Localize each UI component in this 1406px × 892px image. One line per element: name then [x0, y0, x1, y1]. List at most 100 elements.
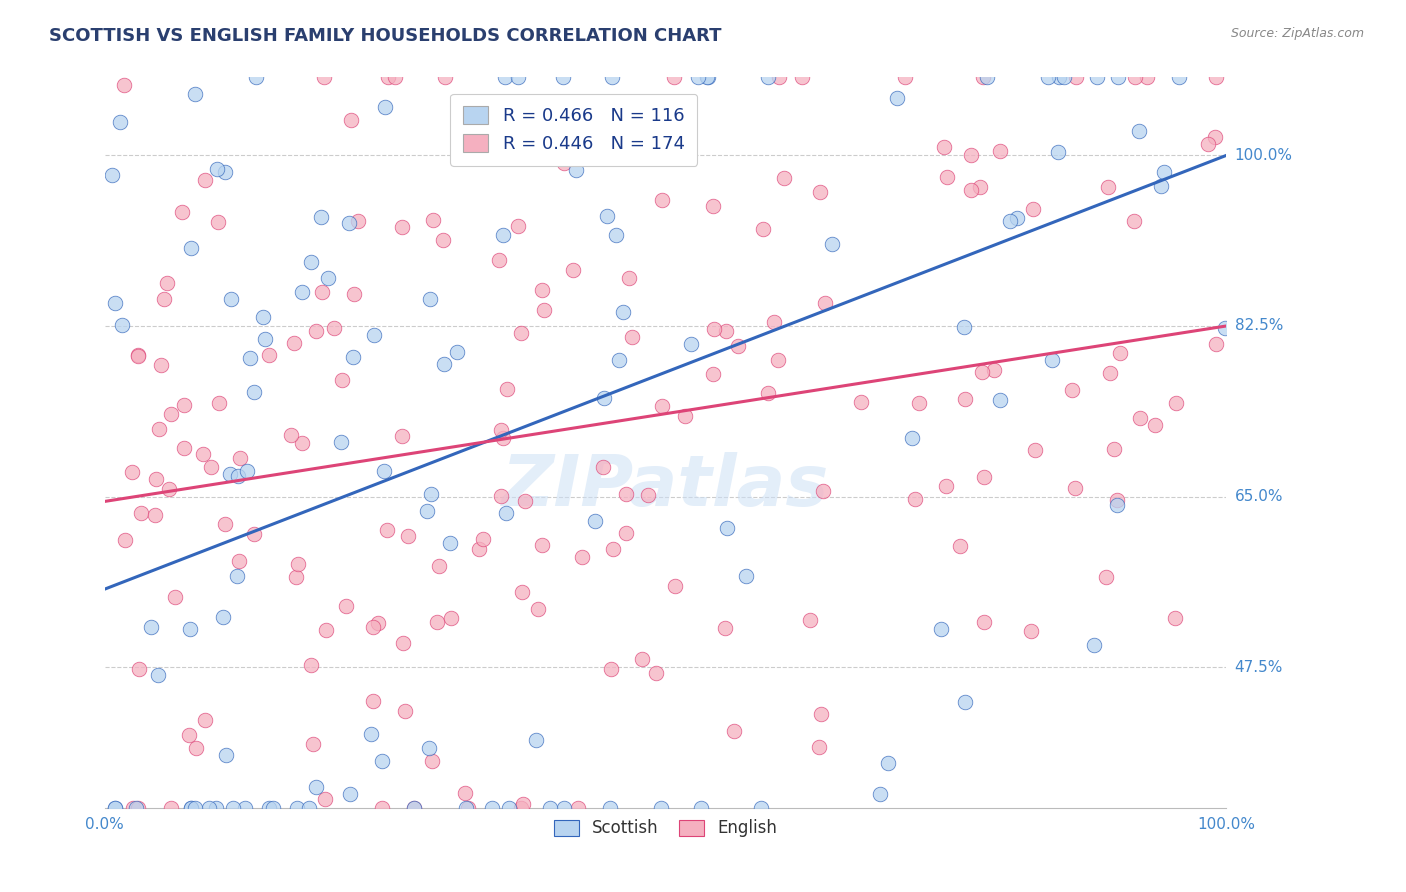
Point [149, 358, 172, 372]
Point [492, 431, 515, 445]
Point [1123, 70, 1146, 85]
Point [205, 161, 228, 176]
Point [821, 236, 844, 251]
Point [970, 365, 993, 379]
Point [1099, 367, 1122, 381]
Point [599, 801, 621, 815]
Point [481, 801, 503, 815]
Point [662, 70, 685, 85]
Point [468, 542, 491, 557]
Point [492, 228, 515, 243]
Point [330, 435, 353, 450]
Point [145, 472, 167, 486]
Point [1094, 570, 1116, 584]
Point [561, 263, 583, 277]
Point [1064, 70, 1087, 85]
Point [766, 352, 789, 367]
Point [1166, 396, 1188, 410]
Point [311, 211, 333, 225]
Point [287, 558, 309, 572]
Point [976, 70, 998, 85]
Point [422, 213, 444, 227]
Point [638, 145, 661, 159]
Point [696, 70, 718, 85]
Point [127, 349, 149, 363]
Point [420, 754, 443, 768]
Point [538, 801, 561, 815]
Point [433, 357, 456, 371]
Point [1136, 70, 1159, 85]
Point [614, 487, 637, 501]
Point [960, 183, 983, 197]
Point [972, 70, 994, 85]
Point [427, 558, 450, 573]
Point [229, 450, 252, 465]
Point [702, 367, 724, 381]
Point [1205, 336, 1227, 351]
Point [969, 179, 991, 194]
Point [661, 103, 683, 118]
Point [290, 285, 312, 299]
Point [284, 570, 307, 584]
Point [173, 441, 195, 455]
Point [124, 801, 146, 815]
Point [101, 169, 124, 183]
Point [1122, 214, 1144, 228]
Point [373, 465, 395, 479]
Point [756, 386, 779, 401]
Point [148, 422, 170, 436]
Point [153, 292, 176, 306]
Point [160, 801, 183, 815]
Point [363, 694, 385, 708]
Point [772, 170, 794, 185]
Point [191, 448, 214, 462]
Point [1060, 384, 1083, 398]
Point [434, 70, 457, 85]
Point [644, 665, 666, 680]
Point [637, 488, 659, 502]
Point [302, 737, 325, 751]
Point [156, 276, 179, 290]
Point [509, 801, 531, 815]
Point [194, 173, 217, 187]
Point [163, 591, 186, 605]
Text: SCOTTISH VS ENGLISH FAMILY HOUSEHOLDS CORRELATION CHART: SCOTTISH VS ENGLISH FAMILY HOUSEHOLDS CO… [49, 27, 721, 45]
Point [239, 351, 262, 365]
Point [315, 623, 337, 637]
Point [291, 435, 314, 450]
Point [121, 465, 143, 479]
Point [1085, 70, 1108, 85]
Point [179, 622, 201, 636]
Point [104, 296, 127, 310]
Point [990, 144, 1012, 158]
Point [1007, 211, 1029, 225]
Point [245, 70, 267, 85]
Point [323, 321, 346, 335]
Point [949, 539, 972, 553]
Point [342, 350, 364, 364]
Point [651, 399, 673, 413]
Point [114, 533, 136, 547]
Point [973, 470, 995, 484]
Point [735, 569, 758, 583]
Point [415, 503, 437, 517]
Point [1036, 70, 1059, 85]
Point [612, 305, 634, 319]
Point [762, 315, 785, 329]
Point [1097, 180, 1119, 194]
Point [650, 801, 672, 815]
Point [215, 747, 238, 762]
Point [716, 521, 738, 535]
Point [402, 801, 425, 815]
Point [605, 228, 627, 243]
Point [254, 332, 277, 346]
Point [894, 70, 917, 85]
Point [311, 285, 333, 299]
Point [170, 204, 193, 219]
Point [316, 271, 339, 285]
Point [565, 162, 588, 177]
Point [418, 740, 440, 755]
Point [219, 292, 242, 306]
Point [876, 756, 898, 770]
Point [1022, 202, 1045, 217]
